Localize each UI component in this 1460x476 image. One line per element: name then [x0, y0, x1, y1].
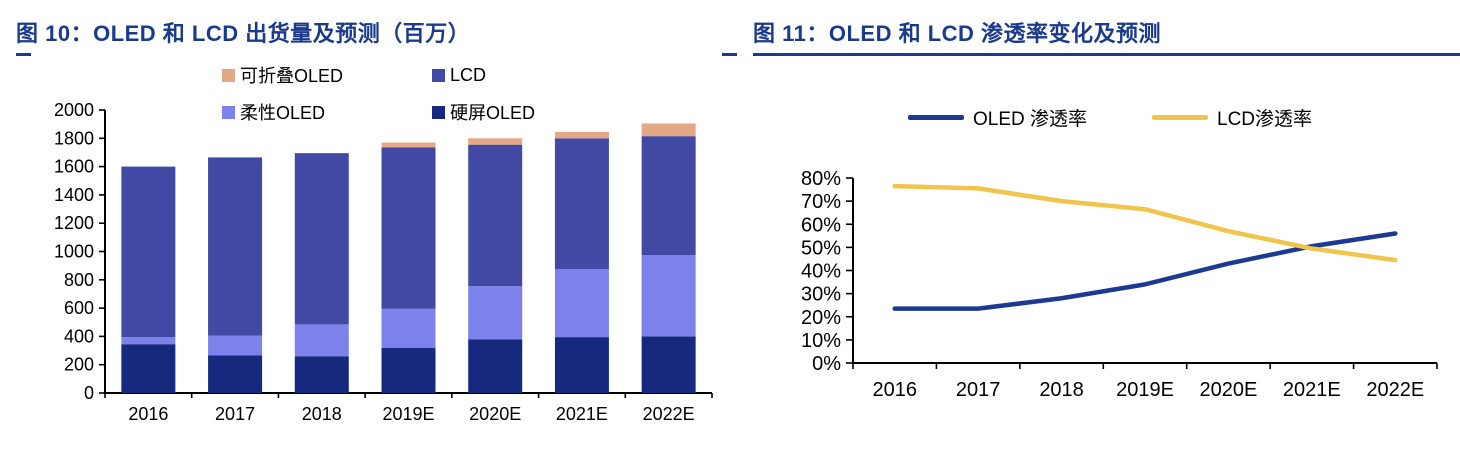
bar-segment [208, 355, 263, 393]
figure-10-title-dash [16, 53, 31, 56]
data-line [892, 231, 1398, 311]
oled-line-swatch-icon [907, 115, 964, 120]
y-tick-label: 1000 [54, 242, 94, 262]
legend-label: LCD渗透率 [1217, 109, 1313, 130]
bar-segment [554, 138, 609, 270]
y-tick-label: 0% [812, 353, 841, 375]
x-tick-label: 2021E [1283, 379, 1341, 401]
figure-10-title: 图 10：OLED 和 LCD 出货量及预测（百万） [16, 21, 471, 46]
bar-segment [641, 255, 696, 337]
y-tick-label: 2000 [54, 100, 94, 120]
bar-segment [554, 269, 609, 338]
bar-segment [121, 337, 176, 345]
x-tick-label: 2022E [643, 404, 695, 424]
bar-segment [294, 324, 349, 357]
bar-segment [294, 153, 349, 325]
bar-segment [554, 131, 609, 139]
lcd-line-swatch-icon [1152, 115, 1208, 120]
x-tick-label: 2016 [128, 404, 168, 424]
legend-label: 可折叠OLED [240, 66, 344, 86]
bar-segment [208, 335, 263, 356]
legend-label: 硬屏OLED [450, 103, 536, 123]
y-tick-label: 1200 [54, 213, 94, 233]
x-tick-label: 2016 [872, 379, 917, 401]
bar-segment [208, 157, 263, 336]
bar-segment [554, 337, 609, 393]
y-tick-label: 600 [64, 298, 94, 318]
bar-segment [468, 339, 523, 393]
y-tick-label: 10% [801, 330, 841, 352]
y-tick-label: 0 [84, 383, 94, 403]
x-tick-label: 2017 [956, 379, 1001, 401]
bar-segment [468, 144, 523, 287]
x-tick-label: 2018 [1039, 379, 1084, 401]
legend-item-flexible-oled: 柔性OLED [222, 99, 432, 125]
foldable-oled-swatch-icon [222, 68, 235, 82]
x-tick-label: 2018 [302, 404, 342, 424]
penetration-line-chart: 0%10%20%30%40%50%60%70%80% 2016 2017 2018 20… [801, 168, 1438, 401]
y-tick-label: 30% [801, 284, 841, 306]
x-tick-label: 2022E [1366, 379, 1424, 401]
lcd-swatch-icon [432, 68, 445, 82]
x-tick-label: 2021E [556, 404, 608, 424]
figure-11-title-dash [722, 53, 737, 56]
figure-11-title: 图 11：OLED 和 LCD 渗透率变化及预测 [753, 21, 1162, 46]
figure-11-legend: OLED 渗透率 LCD渗透率 [760, 104, 1460, 131]
y-tick-label: 60% [801, 214, 841, 236]
bar-segment [381, 347, 436, 393]
legend-label: LCD [450, 64, 487, 85]
y-tick-label: 400 [64, 326, 94, 346]
bar-segment [381, 147, 436, 309]
bar-segment [641, 123, 696, 137]
y-tick-label: 50% [801, 237, 841, 259]
legend-item-foldable-oled: 可折叠OLED [222, 62, 432, 88]
y-tick-label: 1400 [54, 185, 94, 205]
bar-segment [381, 142, 436, 148]
data-line [892, 183, 1398, 263]
legend-label: OLED 渗透率 [972, 109, 1087, 130]
y-tick-label: 80% [801, 168, 841, 190]
rigid-oled-swatch-icon [432, 105, 445, 119]
bar-segment [641, 136, 696, 256]
y-tick-label: 800 [64, 270, 94, 290]
flexible-oled-swatch-icon [222, 105, 235, 119]
legend-label: 柔性OLED [240, 103, 326, 123]
x-tick-label: 2020E [469, 404, 521, 424]
legend-item-lcd-penetration: LCD渗透率 [1152, 104, 1312, 131]
y-tick-label: 200 [64, 355, 94, 375]
y-tick-label: 1800 [54, 128, 94, 148]
legend-item-rigid-oled: 硬屏OLED [432, 99, 535, 125]
legend-item-oled-penetration: OLED 渗透率 [907, 104, 1087, 131]
bar-segment [468, 138, 523, 145]
bar-segment [121, 166, 176, 338]
bar-segment [121, 344, 176, 393]
figure-10-legend: 可折叠OLED LCD 柔性OLED 硬屏OLED [222, 62, 535, 125]
y-tick-label: 40% [801, 261, 841, 283]
x-tick-label: 2019E [382, 404, 434, 424]
bar-segment [294, 356, 349, 393]
bar-segment [468, 286, 523, 340]
figure-11-title-rule [753, 53, 1460, 56]
x-tick-label: 2020E [1200, 379, 1258, 401]
y-tick-label: 20% [801, 307, 841, 329]
y-tick-label: 70% [801, 191, 841, 213]
bar-segment [381, 308, 436, 348]
shipments-bar-chart: 0 200 400 600 800 1000 1200 1400 1600 1800 2000 201… [54, 100, 713, 424]
y-tick-label: 1600 [54, 157, 94, 177]
x-tick-label: 2019E [1116, 379, 1174, 401]
x-tick-label: 2017 [215, 404, 255, 424]
bar-segment [641, 336, 696, 393]
legend-item-lcd: LCD [432, 62, 535, 88]
